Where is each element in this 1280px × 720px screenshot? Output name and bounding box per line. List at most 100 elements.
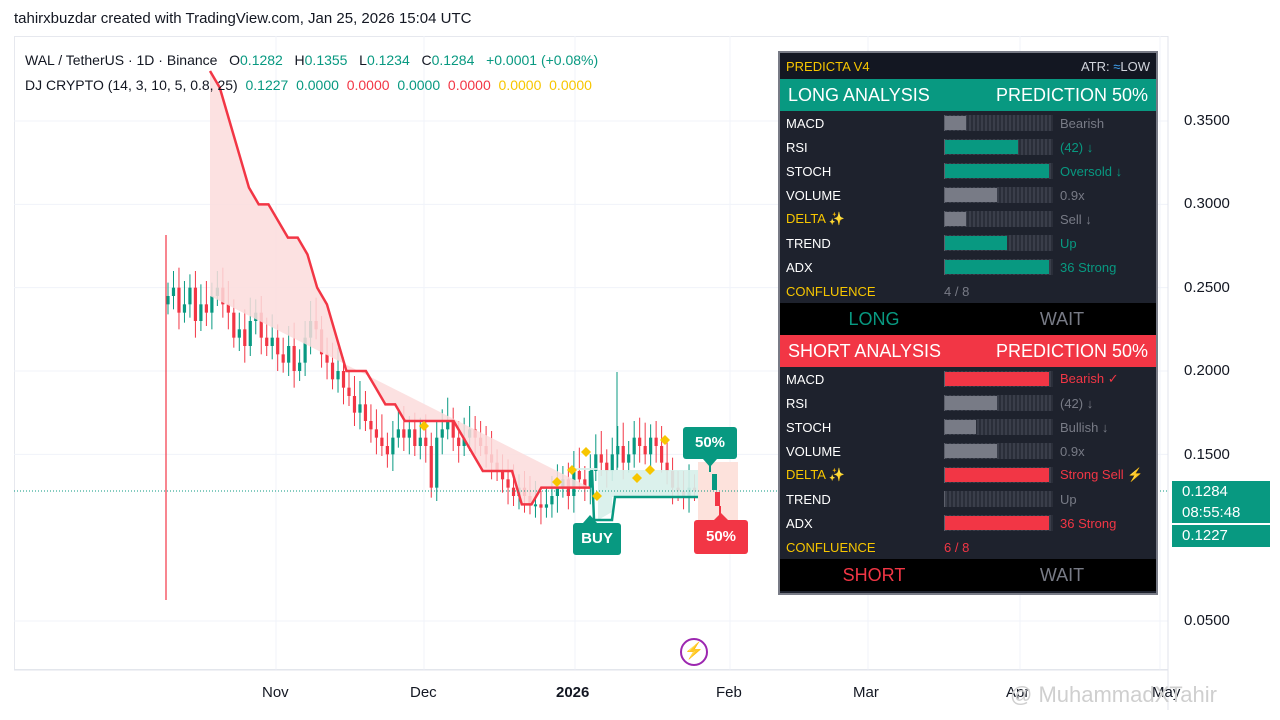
candle-body [588,471,592,488]
candle-body [204,304,208,313]
y-tick-label: 0.3000 [1184,195,1230,212]
candle-body [226,304,230,313]
long-row-volume: VOLUME 0.9x [780,183,1156,207]
candle-body [171,287,176,296]
short-row-label: TREND [786,491,831,507]
candle-body [451,421,455,438]
candle-body [539,504,543,508]
symbol-name: WAL / TetherUS · 1D · Binance [25,52,218,68]
short-header-right: PREDICTION 50% [995,340,1148,361]
candle-body [303,337,307,363]
long-row-label: RSI [786,139,808,155]
long-header-right: PREDICTION 50% [995,84,1148,105]
short-confluence-value: 6 / 8 [944,539,970,555]
candle-body [435,437,439,488]
long-row-adx: ADX 36 Strong [780,255,1156,279]
prediction-candle-down [715,492,720,506]
candle-body [292,346,296,371]
candle-body [391,437,395,455]
long-row-bar-fill [945,164,1049,178]
watermark: @ MuhammadXTahir [1010,682,1217,707]
candle-body [347,387,351,396]
short-row-bar [944,419,1053,435]
long-row-trend: TREND Up [780,231,1156,255]
lightning-icon[interactable]: ⚡ [680,638,708,666]
long-row-value: 36 Strong [1060,259,1117,275]
atr-icon: ≈ [1113,58,1121,74]
short-row-label: DELTA ✨ [786,467,846,482]
candle-body [511,487,516,496]
candle-body [533,504,538,507]
candle-body [276,337,280,355]
short-row-macd: MACD Bearish ✓ [780,367,1156,391]
short-row-value: Strong Sell ⚡ [1060,467,1144,482]
signal-diamond [660,435,670,445]
candle-body [336,371,340,380]
short-row-label: STOCH [786,419,832,435]
x-tick-label: May [1152,684,1181,701]
long-row-bar [944,139,1053,155]
candle-body [341,371,346,388]
short-header-left: SHORT ANALYSIS [788,340,942,361]
candle-body [440,429,444,438]
candle-body [325,354,329,363]
short-signal-row: SHORT WAIT [780,559,1156,591]
candle-body [610,454,614,471]
low-label: L [359,52,367,68]
candle-body [248,321,252,346]
long-signal: LONG [848,308,900,329]
indicator-name: DJ CRYPTO (14, 3, 10, 5, 0.8, 25) [25,77,238,93]
y-tick-label: 0.3500 [1184,112,1230,129]
y-tick-label: 0.2000 [1184,362,1230,379]
prediction-candle-up [712,474,717,490]
candle-body [577,471,581,480]
candle-body [638,437,642,446]
candle-body [599,454,603,463]
short-row-label: VOLUME [786,443,841,459]
candle-body [281,354,285,363]
atr-label: ATR: [1080,58,1110,74]
open-label: O [229,52,241,68]
candle-body [182,304,187,313]
buy-label-pointer [583,515,597,523]
short-row-bar [944,467,1053,483]
signal-diamond [632,473,642,483]
short-row-bar-fill [945,444,997,458]
long-header-left: LONG ANALYSIS [788,84,930,105]
long-row-bar [944,115,1053,131]
short-row-label: RSI [786,395,808,411]
panel-title: PREDICTA V4 [786,58,870,74]
candle-body [506,479,510,488]
candle-body [199,304,203,321]
short-confluence-row: CONFLUENCE 6 / 8 [780,535,1156,559]
long-row-value: 0.9x [1060,187,1085,203]
candle-body [457,437,461,446]
candle-body [374,429,379,438]
long-row-bar-fill [945,140,1018,154]
candle-body [550,496,554,505]
long-row-value: Bearish [1060,115,1105,131]
short-row-bar-fill [945,372,1049,386]
candle-body [358,404,362,413]
short-row-bar-fill [945,420,977,434]
atr-value: LOW [1120,58,1150,74]
last-price: 0.1284 [1182,483,1228,500]
short-stop-line [208,70,590,506]
long-row-bar-fill [945,116,966,130]
short-row-bar [944,491,1053,507]
down-prediction-label: 50% [694,520,748,554]
candle-body [243,329,247,346]
candle-body [429,446,433,488]
short-row-trend: TREND Up [780,487,1156,511]
candle-body [363,404,368,421]
candle-body [193,287,198,321]
short-row-label: ADX [786,515,813,531]
candle-body [210,296,214,313]
candle-body [500,471,505,480]
short-row-value: (42) ↓ [1060,395,1094,411]
x-tick-label: Nov [262,684,289,701]
candle-body [605,462,609,471]
signal-diamond [552,477,562,487]
candle-body [583,479,587,488]
long-row-value: Oversold ↓ [1060,163,1123,179]
